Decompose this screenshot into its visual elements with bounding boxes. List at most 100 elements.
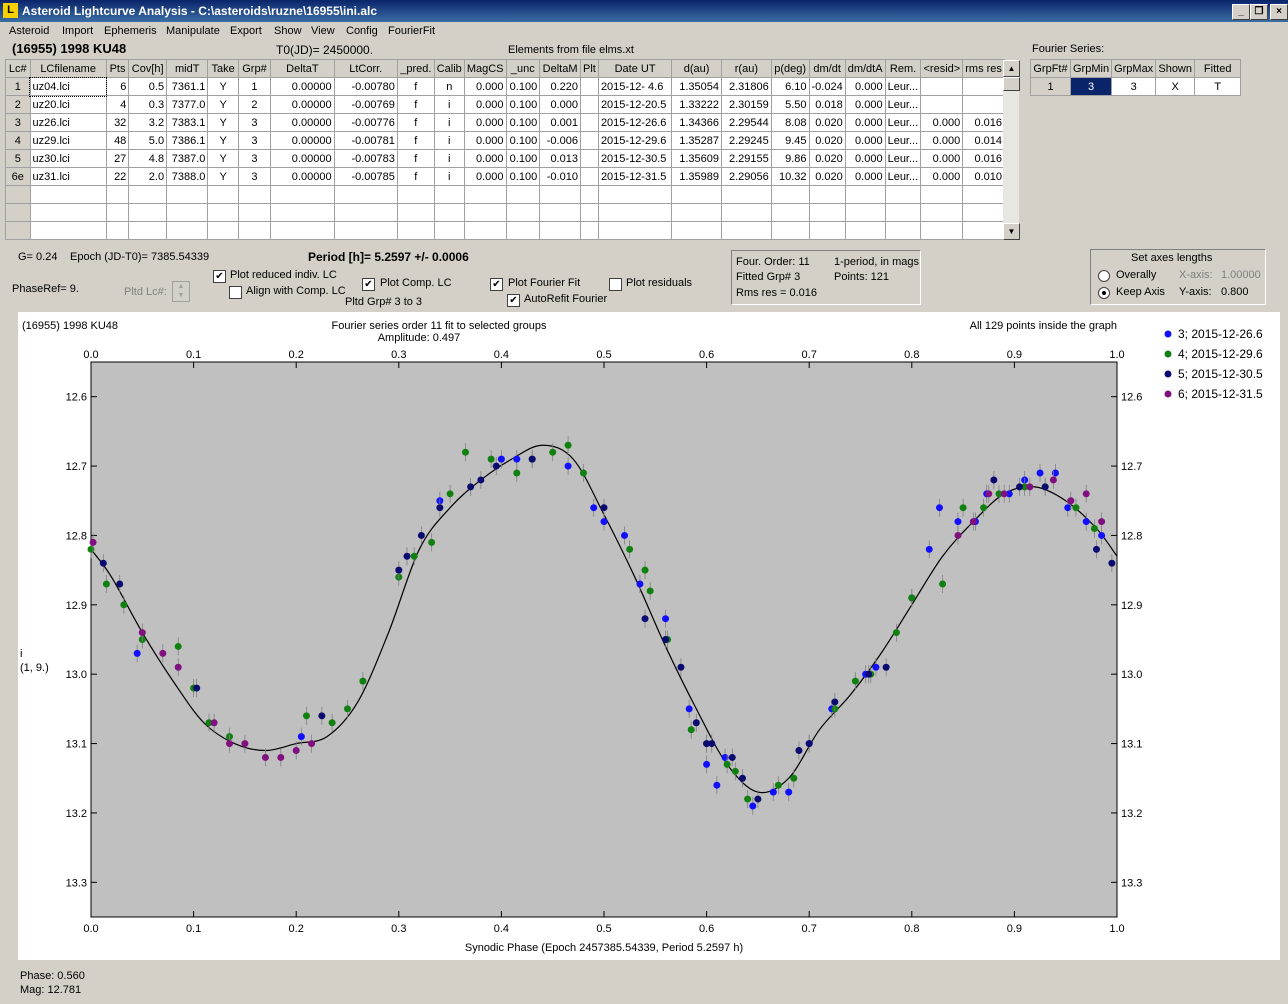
lightcurve-plot[interactable]: (16955) 1998 KU48 Fourier series order 1…	[18, 312, 1280, 960]
lc-col-header[interactable]: Cov[h]	[128, 59, 168, 78]
table-cell[interactable]	[105, 185, 130, 204]
table-cell[interactable]: Leur...	[884, 149, 922, 168]
table-cell[interactable]: 6	[105, 77, 130, 96]
table-cell[interactable]: 0.100	[505, 113, 541, 132]
table-cell[interactable]: 0.000	[844, 149, 886, 168]
table-cell[interactable]: 2.29056	[721, 167, 772, 186]
table-cell[interactable]	[105, 221, 130, 240]
table-cell[interactable]: Leur...	[884, 131, 922, 150]
table-cell[interactable]	[207, 185, 239, 204]
lc-col-header[interactable]: _unc	[505, 59, 541, 78]
lc-col-header[interactable]: LtCorr.	[333, 59, 398, 78]
table-cell[interactable]: 0.000	[844, 113, 886, 132]
table-cell[interactable]	[396, 185, 435, 204]
table-cell[interactable]	[770, 221, 810, 240]
table-cell[interactable]	[433, 203, 465, 222]
table-cell[interactable]: 8.08	[770, 113, 810, 132]
lc-col-header[interactable]: Date UT	[597, 59, 673, 78]
table-cell[interactable]	[579, 185, 599, 204]
row-number[interactable]: 1	[5, 77, 31, 96]
table-cell[interactable]: 6.10	[770, 77, 810, 96]
table-cell[interactable]	[808, 203, 846, 222]
table-cell[interactable]: Leur...	[884, 77, 922, 96]
table-cell[interactable]: 3	[237, 149, 272, 168]
table-cell[interactable]	[579, 203, 599, 222]
plot-residuals-checkbox[interactable]	[609, 278, 622, 291]
menu-manipulate[interactable]: Manipulate	[166, 25, 220, 37]
table-cell[interactable]	[920, 77, 964, 96]
table-row[interactable]: 4 uz29.lci 48 5.0 7386.1 Y 3 0.00000 -0.00781 f i 0…	[5, 131, 1005, 150]
lc-col-header[interactable]: Take	[207, 59, 239, 78]
table-cell[interactable]: 2015-12-20.5	[597, 95, 673, 114]
table-cell[interactable]	[29, 221, 107, 240]
table-cell[interactable]: 2.29245	[721, 131, 772, 150]
table-cell[interactable]: -0.00769	[333, 95, 398, 114]
plot-comp-checkbox[interactable]: ✔	[362, 278, 375, 291]
align-comp-checkbox[interactable]	[229, 286, 242, 299]
table-cell[interactable]	[579, 113, 599, 132]
keep-axis-radio[interactable]	[1098, 287, 1110, 299]
table-cell[interactable]	[105, 203, 130, 222]
table-cell[interactable]: 10.32	[770, 167, 810, 186]
row-number[interactable]: 6e	[5, 167, 31, 186]
lc-col-header[interactable]: Rem.	[884, 59, 922, 78]
table-cell[interactable]	[237, 221, 272, 240]
table-cell[interactable]: 4	[105, 95, 130, 114]
table-cell[interactable]	[920, 95, 964, 114]
table-cell[interactable]: 0.100	[505, 95, 541, 114]
table-cell[interactable]	[29, 185, 107, 204]
row-number[interactable]: 2	[5, 95, 31, 114]
table-cell[interactable]: 0.000	[463, 113, 507, 132]
fourier-col-header[interactable]: GrpMin	[1069, 59, 1113, 78]
table-cell[interactable]: 0.000	[463, 95, 507, 114]
table-cell[interactable]: n	[433, 77, 465, 96]
plot-fourier-checkbox[interactable]: ✔	[490, 278, 503, 291]
table-cell[interactable]: 1.35609	[671, 149, 722, 168]
pltd-lc-spinner[interactable]: ▲ ▼	[172, 281, 190, 302]
app-icon[interactable]: L	[3, 3, 18, 18]
table-row[interactable]: 6e uz31.lci 22 2.0 7388.0 Y 3 0.00000 -0.00785 f i…	[5, 167, 1005, 186]
lc-col-header[interactable]: rms res	[962, 59, 1005, 78]
table-cell[interactable]	[333, 221, 398, 240]
table-cell[interactable]: 0.000	[844, 131, 886, 150]
lc-col-header[interactable]: <resid>	[920, 59, 964, 78]
table-cell[interactable]: -0.00785	[333, 167, 398, 186]
lc-col-header[interactable]: d(au)	[671, 59, 722, 78]
table-cell[interactable]: Y	[207, 131, 239, 150]
table-cell[interactable]	[962, 203, 1005, 222]
table-cell[interactable]: -0.024	[808, 77, 846, 96]
table-cell[interactable]	[844, 185, 886, 204]
table-cell[interactable]: 0.000	[539, 95, 581, 114]
table-cell[interactable]	[579, 149, 599, 168]
table-cell[interactable]: 48	[105, 131, 130, 150]
table-cell[interactable]	[539, 185, 581, 204]
table-cell[interactable]: 0.014	[962, 131, 1005, 150]
table-cell[interactable]: 22	[105, 167, 130, 186]
table-cell[interactable]: 0.013	[539, 149, 581, 168]
table-cell[interactable]: i	[433, 113, 465, 132]
table-cell[interactable]	[433, 221, 465, 240]
table-cell[interactable]	[721, 185, 772, 204]
table-cell[interactable]	[884, 185, 922, 204]
table-cell[interactable]	[270, 185, 335, 204]
table-cell[interactable]	[396, 203, 435, 222]
table-cell[interactable]	[671, 185, 722, 204]
fourier-cell[interactable]: 3	[1111, 77, 1157, 96]
table-cell[interactable]: 27	[105, 149, 130, 168]
table-row[interactable]: 5 uz30.lci 27 4.8 7387.0 Y 3 0.00000 -0.00783 f i 0…	[5, 149, 1005, 168]
table-cell[interactable]: 0.000	[844, 167, 886, 186]
table-cell[interactable]: 9.86	[770, 149, 810, 168]
table-cell[interactable]: 0.00000	[270, 131, 335, 150]
table-cell[interactable]: i	[433, 167, 465, 186]
fourier-col-header[interactable]: Fitted	[1194, 59, 1242, 78]
table-cell[interactable]: 3	[237, 131, 272, 150]
restore-icon[interactable]: ❐	[1250, 4, 1268, 20]
table-cell[interactable]	[579, 77, 599, 96]
menu-ephemeris[interactable]: Ephemeris	[104, 25, 157, 37]
table-cell[interactable]: -0.00783	[333, 149, 398, 168]
table-cell[interactable]	[671, 203, 722, 222]
table-cell[interactable]: Y	[207, 113, 239, 132]
table-cell[interactable]	[884, 221, 922, 240]
table-cell[interactable]	[579, 95, 599, 114]
table-cell[interactable]: Leur...	[884, 113, 922, 132]
